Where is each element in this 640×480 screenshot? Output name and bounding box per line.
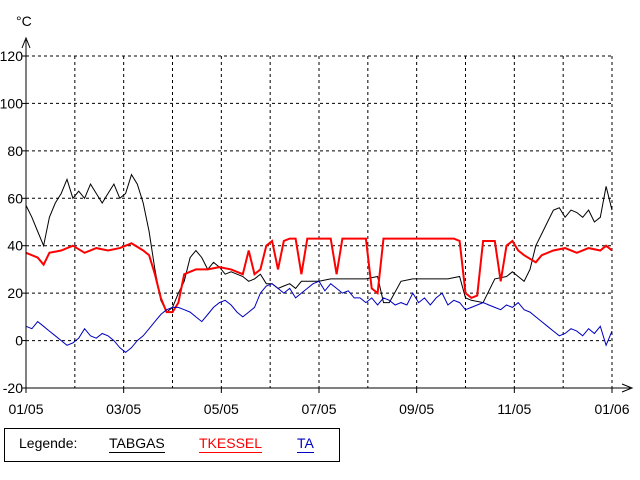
y-tick-label: 0: [15, 333, 23, 349]
legend-item-ta: TA: [297, 435, 314, 453]
legend-title: Legende:: [19, 435, 78, 451]
x-tick-label: 09/05: [399, 401, 434, 417]
y-axis-label: °C: [16, 13, 32, 29]
y-tick-label: -20: [3, 380, 23, 396]
x-tick-label: 03/05: [106, 401, 141, 417]
y-axis-arrow: [21, 36, 31, 49]
y-tick-labels: -20 0 20 40 60 80 100 120: [0, 48, 23, 396]
y-tick-label: 20: [7, 285, 23, 301]
legend-label-ta: TA: [297, 435, 314, 451]
legend-label-tkessel: TKESSEL: [199, 435, 263, 451]
x-tick-label: 05/05: [204, 401, 239, 417]
axes: [21, 36, 634, 393]
y-tick-label: 80: [7, 143, 23, 159]
legend-swatch-tkessel: [199, 452, 263, 453]
legend-swatch-tabgas: [109, 452, 165, 453]
x-axis-arrow: [621, 383, 634, 393]
x-tick-label: 01/06: [594, 401, 629, 417]
y-tick-label: 60: [7, 190, 23, 206]
y-tick-label: 120: [0, 48, 23, 64]
series-line-tkessel: [25, 237, 613, 314]
x-tick-label: 07/05: [301, 401, 336, 417]
x-tick-label: 01/05: [8, 401, 43, 417]
series-line-ta: [25, 280, 613, 354]
legend-item-tkessel: TKESSEL: [199, 435, 263, 453]
grid-lines: [26, 55, 613, 389]
legend-swatch-ta: [297, 452, 314, 453]
legend-label-tabgas: TABGAS: [109, 435, 165, 451]
y-tick-label: 40: [7, 238, 23, 254]
x-tick-label: 11/05: [497, 401, 531, 417]
y-tick-label: 100: [0, 95, 23, 111]
series-lines: [25, 173, 613, 354]
x-tick-labels: 01/05 03/05 05/05 07/05 09/05 11/05 01/06: [8, 401, 629, 417]
legend: Legende: TABGAS TKESSEL TA: [4, 428, 340, 462]
legend-item-tabgas: TABGAS: [109, 435, 165, 453]
